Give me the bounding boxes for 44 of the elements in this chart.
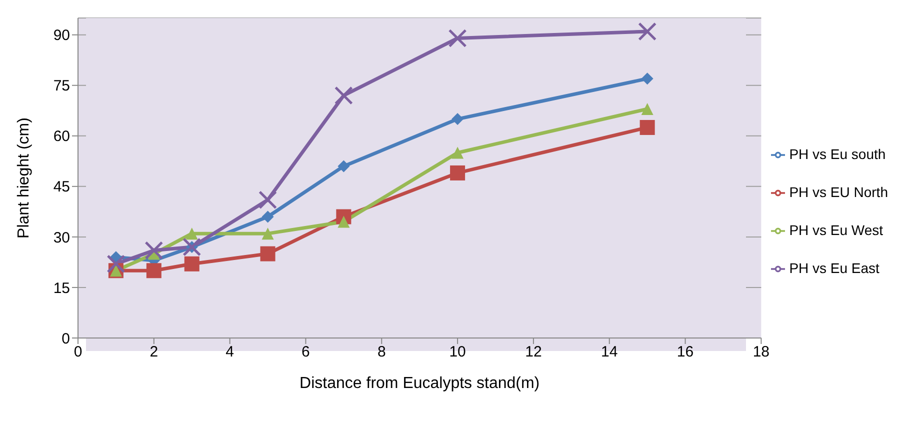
y-axis-title: Plant hieght (cm) xyxy=(16,118,33,238)
x-tick-label: 0 xyxy=(74,344,82,361)
y-tick-label: 45 xyxy=(53,178,70,196)
point xyxy=(338,216,350,228)
point xyxy=(448,28,467,48)
x-tick-label: 18 xyxy=(752,344,770,361)
x-tick-label: 6 xyxy=(302,344,310,361)
point xyxy=(334,86,353,105)
y-tick-label: 15 xyxy=(53,280,70,297)
x-tick-label: 16 xyxy=(676,344,694,361)
point xyxy=(258,190,278,210)
point xyxy=(641,72,654,85)
x-axis-title: Distance from Eucalypts stand(m) xyxy=(300,375,540,392)
point xyxy=(262,228,274,240)
y-tick-label: 60 xyxy=(53,128,70,146)
point xyxy=(452,113,464,126)
point xyxy=(184,256,200,272)
point xyxy=(338,160,350,172)
legend-label: PH vs Eu south xyxy=(789,146,886,162)
legend-label: PH vs Eu West xyxy=(789,222,884,238)
point xyxy=(106,254,126,274)
point xyxy=(262,210,274,223)
y-tick-label: 90 xyxy=(53,27,70,44)
y-tick-label: 75 xyxy=(53,78,70,95)
x-tick-label: 4 xyxy=(226,344,234,361)
point xyxy=(260,246,276,262)
legend-label: PH vs Eu East xyxy=(789,260,880,276)
point xyxy=(182,238,202,256)
point xyxy=(146,263,162,278)
y-tick-label: 0 xyxy=(62,330,70,348)
point xyxy=(640,120,655,135)
x-tick-label: 10 xyxy=(449,344,466,361)
point xyxy=(638,22,657,41)
point xyxy=(641,102,654,115)
y-tick-label: 30 xyxy=(53,229,70,246)
x-tick-label: 14 xyxy=(601,344,618,361)
point xyxy=(144,241,164,260)
x-tick-label: 8 xyxy=(377,344,386,361)
legend-label: PH vs EU North xyxy=(789,184,888,200)
point xyxy=(452,146,464,159)
point xyxy=(186,228,198,240)
x-tick-label: 12 xyxy=(525,344,542,361)
point xyxy=(450,165,466,180)
x-tick-label: 2 xyxy=(150,344,158,361)
